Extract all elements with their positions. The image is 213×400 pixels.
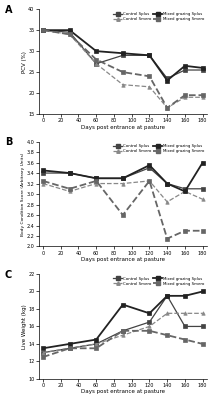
- Text: A: A: [5, 5, 12, 15]
- X-axis label: Days post entrance at pasture: Days post entrance at pasture: [81, 390, 165, 394]
- Text: C: C: [5, 270, 12, 280]
- Legend: Control Splus, Control Smero, Mixed grazing Splus, Mixed grazing Smero: Control Splus, Control Smero, Mixed graz…: [112, 144, 205, 154]
- Legend: Control Splus, Control Smero, Mixed grazing Splus, Mixed grazing Smero: Control Splus, Control Smero, Mixed graz…: [112, 11, 205, 22]
- X-axis label: Days post entrance at pasture: Days post entrance at pasture: [81, 125, 165, 130]
- Y-axis label: Body Condition Score (Arbitrary Units): Body Condition Score (Arbitrary Units): [21, 152, 25, 236]
- Legend: Control Splus, Control Smero, Mixed grazing Splus, Mixed grazing Smero: Control Splus, Control Smero, Mixed graz…: [112, 276, 205, 286]
- Y-axis label: PCV (%): PCV (%): [22, 51, 27, 72]
- Y-axis label: Live Weight (kg): Live Weight (kg): [22, 304, 27, 349]
- X-axis label: Days post entrance at pasture: Days post entrance at pasture: [81, 257, 165, 262]
- Text: B: B: [5, 137, 12, 147]
